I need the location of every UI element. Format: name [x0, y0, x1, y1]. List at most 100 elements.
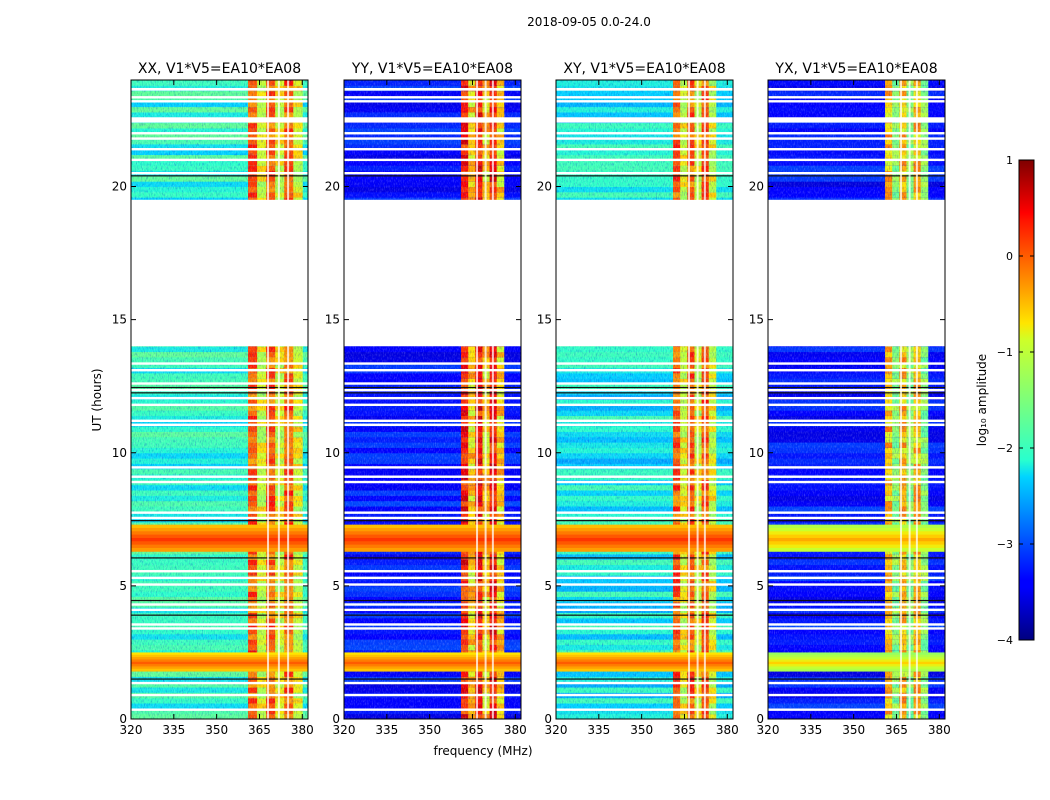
flagged-row: [768, 511, 945, 514]
flagged-row: [768, 608, 945, 612]
dark-row: [768, 614, 945, 616]
rfi-band: [344, 547, 521, 552]
flagged-row: [344, 608, 521, 612]
rfi-band: [344, 664, 521, 667]
rfi-band: [768, 652, 945, 656]
rfi-band: [131, 652, 308, 656]
flagged-row: [556, 419, 733, 422]
rfi-band: [131, 668, 308, 672]
flagged-row: [556, 87, 733, 91]
x-tick-label: 350: [842, 723, 865, 737]
flagged-row: [344, 603, 521, 606]
dark-row: [344, 678, 521, 680]
flagged-row: [131, 100, 308, 103]
speckle-overlay-dark: [768, 80, 945, 719]
rfi-band: [556, 534, 733, 539]
flagged-row: [768, 171, 945, 175]
flagged-row: [556, 388, 733, 392]
dark-row: [131, 678, 308, 680]
dark-row: [556, 175, 733, 177]
dark-row: [768, 392, 945, 394]
data-gap: [768, 199, 945, 347]
colorbar-tick-label: −3: [997, 538, 1013, 551]
flagged-row: [768, 382, 945, 385]
dark-row: [556, 386, 733, 389]
flagged-row: [344, 158, 521, 162]
rfi-band: [556, 527, 733, 532]
y-tick-label: 10: [112, 446, 127, 460]
rfi-band: [768, 657, 945, 660]
y-tick-label: 5: [332, 579, 340, 593]
flagged-row: [556, 603, 733, 606]
flagged-row: [344, 627, 521, 630]
panel-frame: [343, 79, 522, 720]
flagged-row: [131, 388, 308, 392]
data-gap: [131, 199, 308, 347]
flagged-row: [556, 708, 733, 711]
flagged-row: [768, 570, 945, 573]
x-tick-label: 335: [587, 723, 610, 737]
flagged-row: [556, 570, 733, 573]
flagged-row: [344, 132, 521, 135]
rfi-band: [131, 524, 308, 529]
rfi-band: [131, 657, 308, 660]
rfi-band: [556, 654, 733, 658]
flagged-row: [131, 693, 308, 697]
flagged-row: [131, 137, 308, 140]
y-tick-label: 10: [325, 446, 340, 460]
flagged-row: [768, 158, 945, 162]
y-tick-label: 20: [537, 180, 552, 194]
x-tick-label: 335: [375, 723, 398, 737]
rfi-band: [768, 659, 945, 663]
dark-row: [131, 599, 308, 602]
flagged-row: [556, 148, 733, 151]
dark-row: [768, 599, 945, 602]
dark-row: [768, 175, 945, 177]
rfi-band: [344, 537, 521, 542]
rfi-band: [131, 527, 308, 532]
flagged-row: [131, 516, 308, 520]
y-tick-label: 15: [112, 313, 127, 327]
flagged-row: [131, 603, 308, 606]
colorbar-ticks: 1 0 −1 −2 −3 −4: [997, 154, 1034, 647]
dark-row: [344, 614, 521, 616]
rfi-band: [344, 659, 521, 663]
dark-row: [768, 386, 945, 389]
panel-1: XX, V1*V5=EA10*EA08 320 335 350 365 380 0 5 10 15…: [112, 61, 314, 737]
dark-row: [768, 557, 945, 559]
rfi-band: [768, 537, 945, 542]
rfi-band: [344, 544, 521, 549]
flagged-row: [344, 576, 521, 580]
panel-3-heatmap: [556, 80, 733, 719]
dark-row: [131, 175, 308, 177]
flagged-row: [344, 693, 521, 697]
flagged-row: [556, 369, 733, 372]
flagged-row: [344, 570, 521, 573]
y-tick-label: 15: [749, 313, 764, 327]
colorbar-tick-label: −2: [997, 442, 1013, 455]
flagged-row: [131, 608, 308, 612]
rfi-band: [344, 531, 521, 536]
y-tick-label: 0: [119, 712, 127, 726]
y-axis-label: UT (hours): [90, 368, 104, 431]
flagged-row: [556, 423, 733, 426]
colorbar-tick-label: −4: [997, 634, 1013, 647]
x-tick-label: 380: [504, 723, 527, 737]
flagged-channel: [900, 80, 903, 719]
x-tick-label: 350: [630, 723, 653, 737]
panel-title: XX, V1*V5=EA10*EA08: [138, 61, 301, 77]
y-tick-label: 20: [112, 180, 127, 194]
flagged-row: [131, 466, 308, 469]
rfi-band: [344, 666, 521, 670]
flagged-row: [344, 117, 521, 123]
rfi-band: [131, 537, 308, 542]
rfi-band: [131, 541, 308, 546]
flagged-channel: [277, 80, 280, 719]
dark-row: [344, 557, 521, 559]
flagged-row: [768, 396, 945, 400]
rfi-band: [344, 661, 521, 665]
panel-frame: [555, 79, 734, 720]
flagged-row: [344, 403, 521, 407]
rfi-band: [768, 661, 945, 665]
